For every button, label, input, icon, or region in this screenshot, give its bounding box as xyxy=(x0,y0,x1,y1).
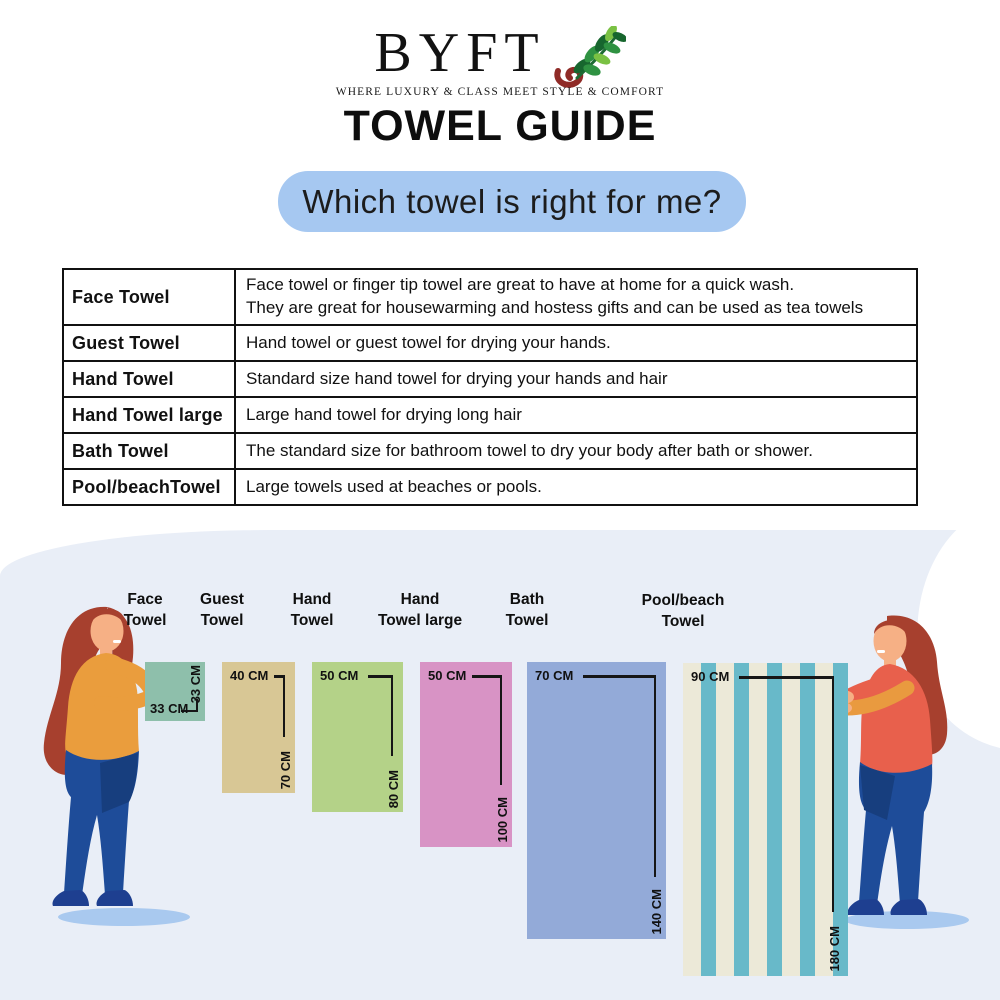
towel-swatch: 40 CM 70 CM xyxy=(222,662,295,793)
size-comparison-scene: Face Towel 33 CM 33 CM Guest Towel 40 CM… xyxy=(0,485,1000,1000)
towel-swatch: 90 CM 180 CM xyxy=(683,663,848,976)
width-measure-label: 70 CM xyxy=(535,668,574,683)
row-name: Hand Towel large xyxy=(64,398,236,432)
towel-label: Guest Towel xyxy=(200,591,244,629)
question-banner: Which towel is right for me? xyxy=(278,171,746,232)
row-description: Standard size hand towel for drying your… xyxy=(246,368,668,388)
width-measure-label: 50 CM xyxy=(428,668,467,683)
measure-line xyxy=(831,676,834,912)
table-row: Hand Towel Standard size hand towel for … xyxy=(64,362,916,398)
height-measure-label: 70 CM xyxy=(278,750,293,789)
table-row: Bath Towel The standard size for bathroo… xyxy=(64,434,916,470)
height-measure-label: 80 CM xyxy=(386,769,401,808)
height-measure-label: 140 CM xyxy=(649,889,664,935)
towel-swatch: 70 CM 140 CM xyxy=(527,662,666,939)
towel-label: Hand Towel xyxy=(290,591,334,629)
width-measure-label: 50 CM xyxy=(320,668,359,683)
row-name: Hand Towel xyxy=(64,362,236,396)
towel-swatch: 50 CM 80 CM xyxy=(312,662,403,812)
towel-swatch: 33 CM 33 CM xyxy=(145,662,205,721)
row-description: Hand towel or guest towel for drying you… xyxy=(246,332,611,352)
width-measure-label: 33 CM xyxy=(150,701,189,716)
row-description: Large towels used at beaches or pools. xyxy=(246,476,542,496)
question-banner-text: Which towel is right for me? xyxy=(302,182,722,220)
table-row: Face Towel Face towel or finger tip towe… xyxy=(64,270,916,326)
page-title: TOWEL GUIDE xyxy=(343,102,657,150)
width-measure-label: 40 CM xyxy=(230,668,269,683)
measure-line xyxy=(472,675,502,678)
measure-line xyxy=(390,675,393,756)
leaf-branch-icon xyxy=(553,26,626,88)
row-description: Face towel or finger tip towel are great… xyxy=(246,275,864,317)
brand-tagline: WHERE LUXURY & CLASS MEET STYLE & COMFOR… xyxy=(335,86,665,98)
row-name: Guest Towel xyxy=(64,326,236,360)
width-measure-label: 90 CM xyxy=(691,669,730,684)
row-description: The standard size for bathroom towel to … xyxy=(246,440,813,460)
row-name: Pool/beachTowel xyxy=(64,470,236,504)
towel-swatch: 50 CM 100 CM xyxy=(420,662,512,847)
brand-logo: BYFT xyxy=(0,24,1000,88)
towel-label: Pool/beach Towel xyxy=(641,592,725,630)
measure-corner-line xyxy=(181,699,198,712)
woman-illustration-left xyxy=(43,606,190,926)
measure-line xyxy=(368,675,393,678)
measure-line xyxy=(653,675,656,877)
towel-label: Hand Towel large xyxy=(377,591,463,629)
measure-line xyxy=(583,675,656,678)
woman-illustration-right xyxy=(836,615,969,929)
measure-line xyxy=(499,675,502,785)
height-measure-label: 100 CM xyxy=(495,797,510,843)
measure-line xyxy=(282,675,285,737)
height-measure-label: 33 CM xyxy=(188,665,203,704)
height-measure-label: 180 CM xyxy=(827,926,842,972)
table-row: Hand Towel large Large hand towel for dr… xyxy=(64,398,916,434)
towel-label: Bath Towel xyxy=(505,591,549,629)
brand-name: BYFT xyxy=(374,22,546,84)
row-description: Large hand towel for drying long hair xyxy=(246,404,522,424)
towel-label: Face Towel xyxy=(123,591,167,629)
table-row: Guest Towel Hand towel or guest towel fo… xyxy=(64,326,916,362)
measure-line xyxy=(274,675,285,678)
measure-line xyxy=(739,676,834,679)
row-name: Bath Towel xyxy=(64,434,236,468)
towel-guide-table: Face Towel Face towel or finger tip towe… xyxy=(62,268,918,506)
row-name: Face Towel xyxy=(64,270,236,324)
table-row: Pool/beachTowel Large towels used at bea… xyxy=(64,470,916,506)
